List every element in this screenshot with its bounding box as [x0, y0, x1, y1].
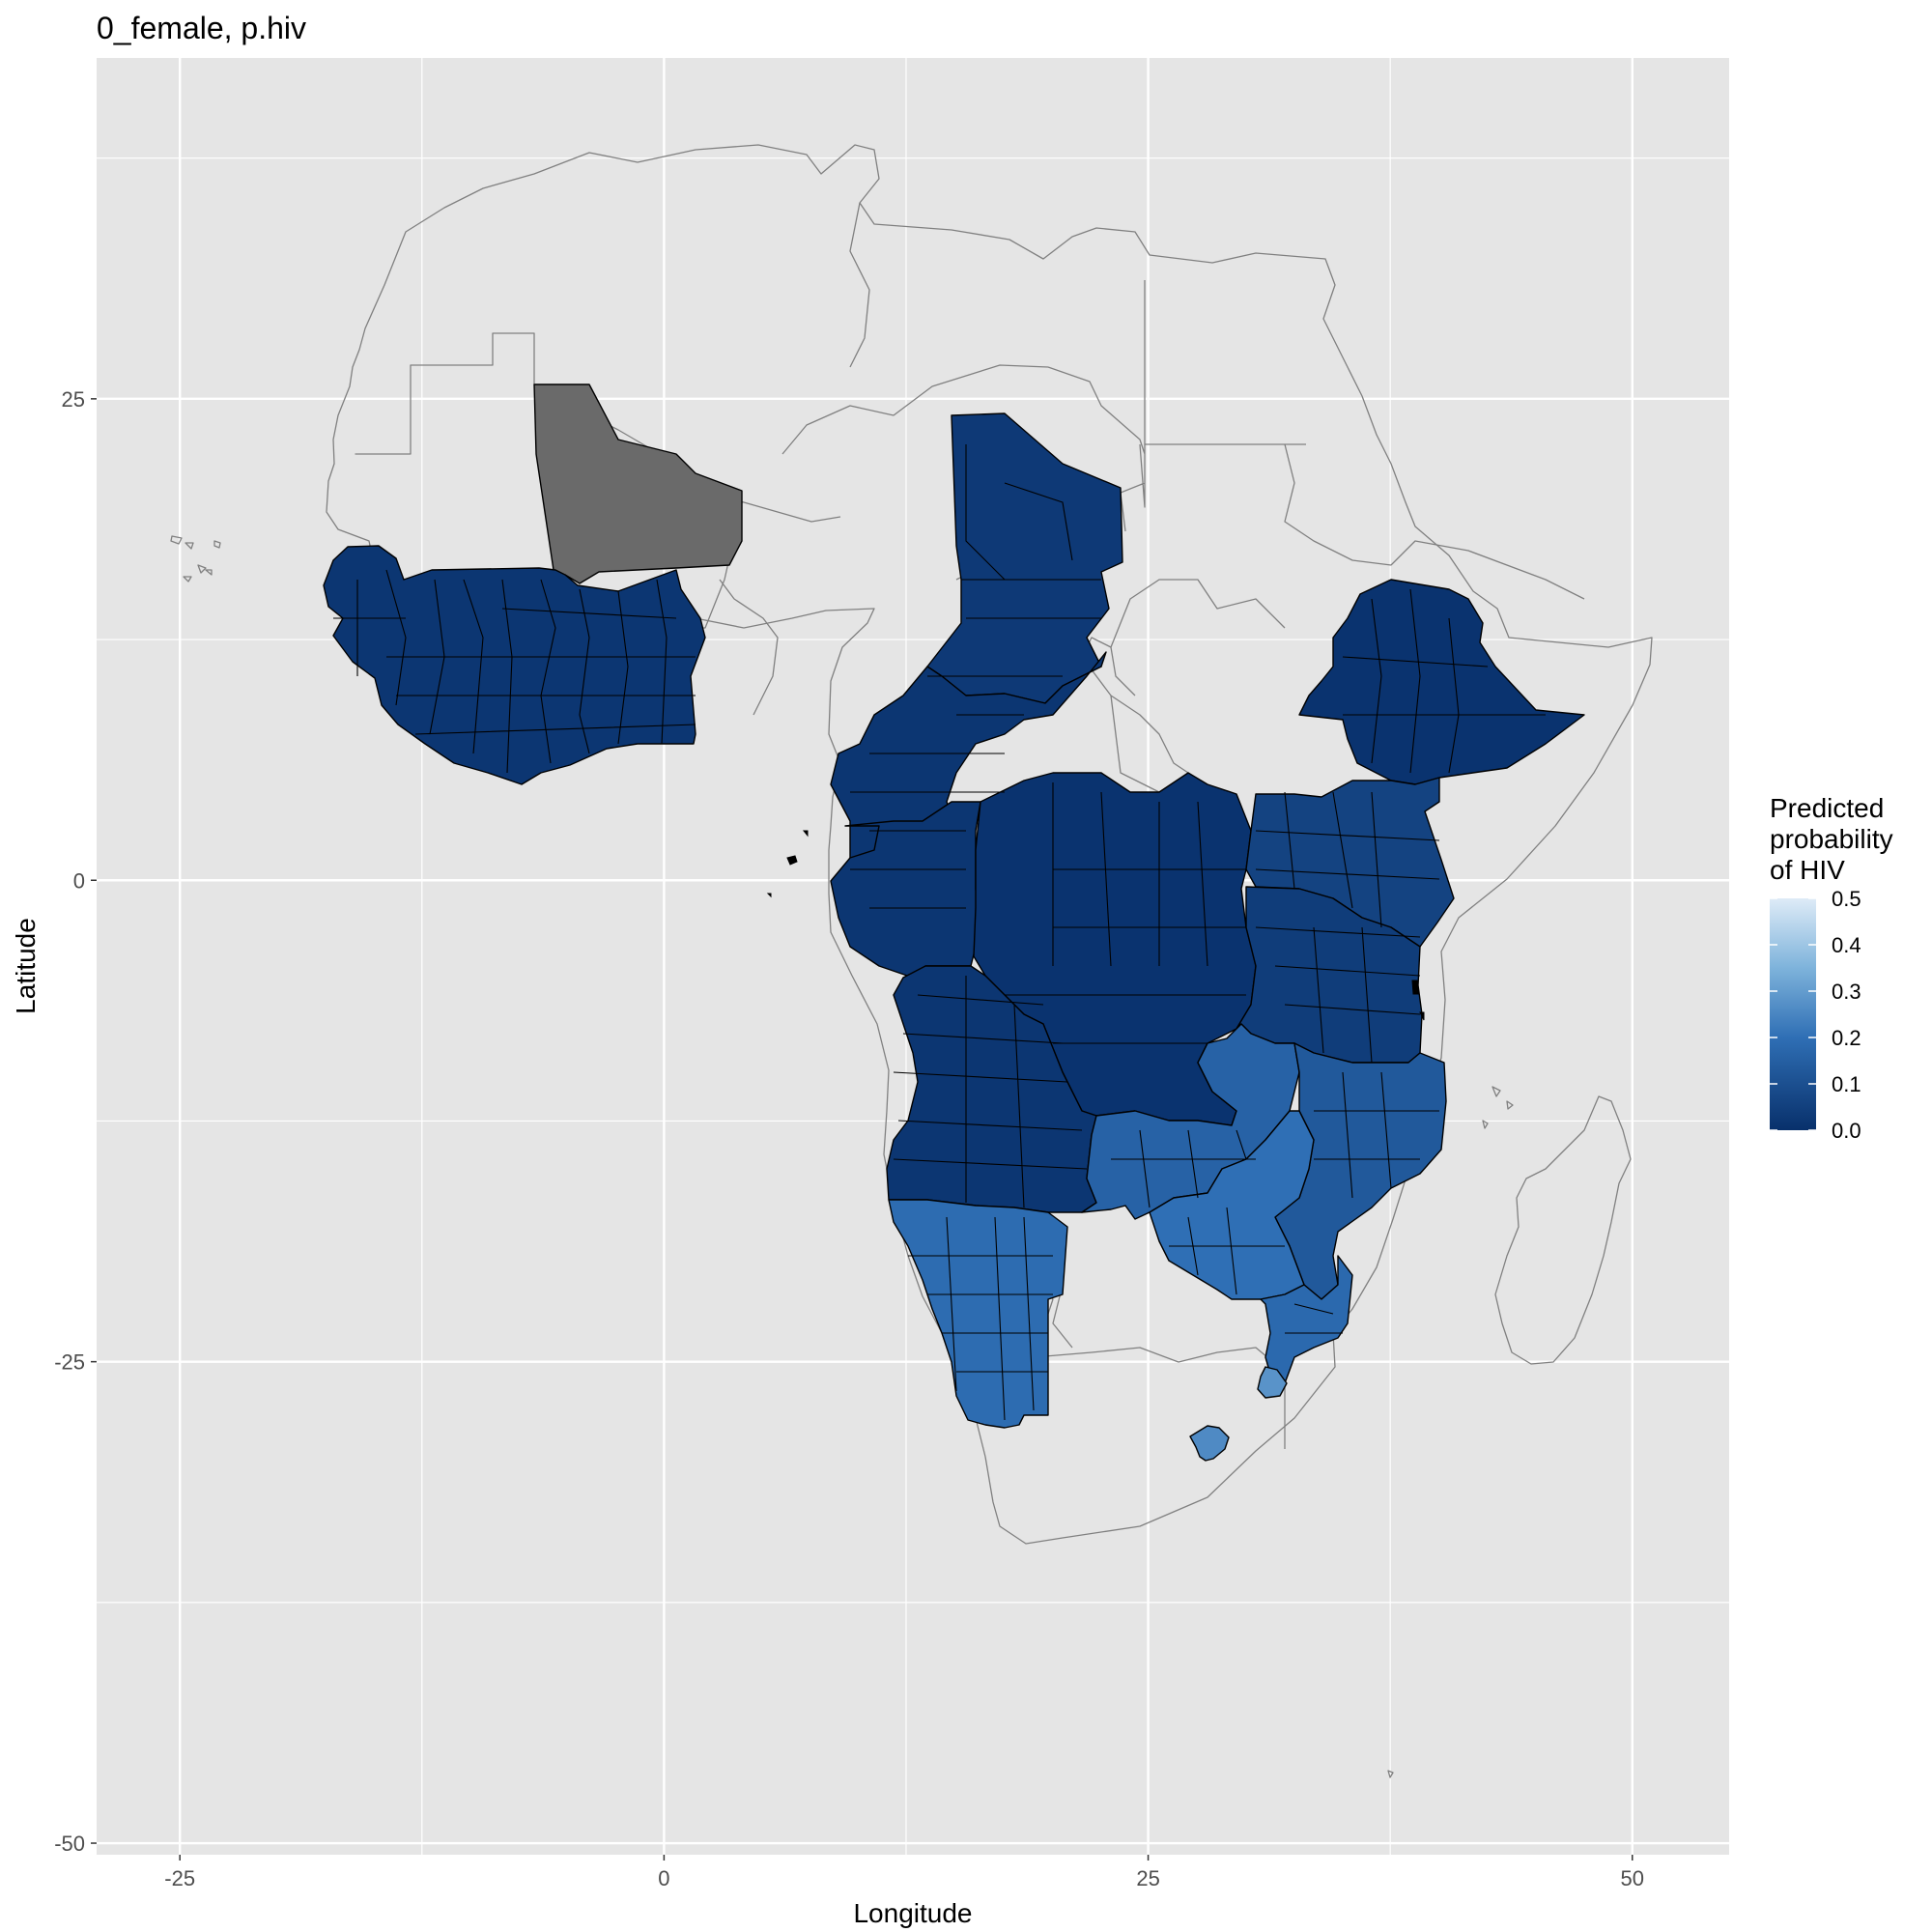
- y-tick-label: 25: [62, 387, 85, 412]
- y-axis-ticks: 25 0 -25 -50: [54, 387, 97, 1856]
- y-tick-label: -50: [54, 1832, 85, 1856]
- bioko-island: [766, 830, 809, 898]
- legend-tick-label: 0.4: [1832, 933, 1861, 957]
- legend-tick-label: 0.3: [1832, 980, 1861, 1004]
- legend-colorbar: [1770, 898, 1816, 1130]
- y-axis-title: Latitude: [11, 918, 41, 1014]
- legend-tick-label: 0.1: [1832, 1072, 1861, 1096]
- legend-title-line-3: of HIV: [1770, 855, 1845, 885]
- region-mozambique-south[interactable]: [1260, 1255, 1353, 1392]
- legend-title-line-1: Predicted: [1770, 793, 1884, 823]
- map-title: 0_female, p.hiv: [97, 11, 306, 45]
- legend-tick-label: 0.5: [1832, 887, 1861, 911]
- region-west-africa[interactable]: [323, 545, 706, 785]
- admin-boundaries: [333, 444, 1546, 1421]
- legend-tick-label: 0.2: [1832, 1026, 1861, 1050]
- data-regions: [323, 384, 1585, 1462]
- zanzibar-island: [1411, 980, 1425, 1021]
- zanzibar-comoros: [1387, 1086, 1514, 1778]
- y-tick-label: -25: [54, 1350, 85, 1375]
- legend: Predicted probability of HIV 0.50.40.30.…: [1770, 793, 1893, 1143]
- x-tick-label: 0: [658, 1866, 669, 1890]
- x-axis-ticks: -25 0 25 50: [164, 1855, 1644, 1890]
- region-zimbabwe[interactable]: [1149, 1110, 1315, 1300]
- region-lesotho[interactable]: [1189, 1425, 1230, 1462]
- region-eswatini[interactable]: [1257, 1366, 1288, 1399]
- x-tick-label: -25: [164, 1866, 195, 1890]
- legend-ticks: 0.5 0.4 0.3 0.2 0.1 0.0: [1770, 887, 1861, 1143]
- x-tick-label: 50: [1621, 1866, 1644, 1890]
- x-tick-label: 25: [1136, 1866, 1159, 1890]
- legend-title-line-2: probability: [1770, 824, 1893, 854]
- cape-verde-islands: [170, 535, 221, 582]
- x-axis-title: Longitude: [853, 1898, 972, 1928]
- legend-tick-label: 0.0: [1832, 1119, 1861, 1143]
- y-tick-label: 0: [73, 868, 85, 893]
- madagascar-outline: [1494, 1095, 1632, 1365]
